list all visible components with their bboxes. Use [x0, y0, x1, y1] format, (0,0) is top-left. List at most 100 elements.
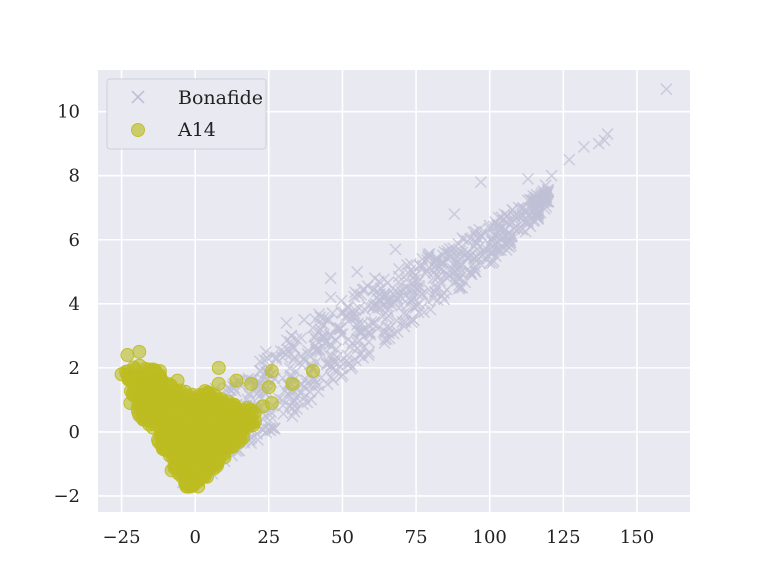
series-a14: [114, 344, 321, 494]
bonafide-point: [660, 83, 673, 96]
a14-point: [285, 376, 300, 391]
bonafide-point: [335, 370, 348, 383]
bonafide-point: [392, 276, 405, 289]
bonafide-point: [368, 316, 381, 329]
bonafide-point: [499, 224, 512, 237]
bonafide-point: [358, 341, 371, 354]
bonafide-point: [475, 230, 488, 243]
a14-point: [158, 419, 173, 434]
bonafide-point: [285, 329, 298, 342]
bonafide-point: [325, 371, 338, 384]
bonafide-point: [309, 340, 322, 353]
bonafide-point: [512, 201, 525, 214]
bonafide-point: [451, 272, 464, 285]
bonafide-point: [418, 306, 431, 319]
a14-point: [183, 397, 198, 412]
bonafide-point: [389, 243, 402, 256]
bonafide-point: [577, 140, 591, 153]
bonafide-point: [352, 288, 365, 301]
bonafide-point: [229, 385, 242, 398]
bonafide-point: [289, 365, 302, 378]
bonafide-point: [504, 236, 517, 249]
x-tick-label: −25: [103, 527, 141, 548]
bonafide-point: [469, 265, 482, 278]
y-tick-label: 6: [69, 230, 80, 251]
x-tick-label: 125: [546, 527, 580, 548]
bonafide-point: [332, 322, 345, 335]
bonafide-point: [323, 338, 336, 351]
bonafide-point: [326, 350, 339, 363]
bonafide-point: [387, 327, 400, 340]
bonafide-point: [506, 229, 519, 242]
bonafide-point: [442, 268, 455, 281]
bonafide-point: [324, 272, 337, 285]
bonafide-point: [422, 248, 435, 261]
bonafide-point: [295, 332, 308, 345]
a14-point: [217, 450, 232, 465]
bonafide-point: [434, 274, 447, 287]
a14-point: [164, 463, 179, 478]
bonafide-point: [322, 313, 335, 326]
bonafide-point: [367, 284, 380, 297]
bonafide-point: [293, 356, 306, 369]
bonafide-point: [454, 272, 467, 285]
y-tick-label: 8: [69, 166, 80, 187]
legend-label-a14: A14: [177, 119, 216, 141]
a14-point: [151, 432, 166, 447]
a14-point: [179, 479, 194, 494]
x-tick-label: 75: [405, 527, 428, 548]
bonafide-point: [400, 281, 413, 294]
tick-labels: −25 0 25 50 75 100 125 150 −2 0 2 4 6 8 10: [53, 102, 654, 548]
bonafide-point: [531, 212, 544, 225]
bonafide-point: [392, 286, 405, 299]
a14-point: [158, 384, 173, 399]
bonafide-point: [253, 355, 267, 368]
x-tick-label: 150: [620, 527, 654, 548]
bonafide-point: [334, 328, 347, 341]
bonafide-point: [422, 251, 435, 264]
legend-box: [106, 78, 267, 150]
a14-point: [123, 396, 138, 411]
bonafide-point: [344, 340, 357, 353]
bonafide-point: [357, 351, 370, 364]
a14-point: [204, 447, 219, 462]
bonafide-point: [287, 353, 300, 366]
a14-point: [132, 344, 147, 359]
bonafide-point: [430, 253, 443, 266]
a14-point: [152, 364, 167, 379]
bonafide-point: [601, 128, 614, 141]
bonafide-point: [459, 249, 472, 262]
a14-point: [170, 373, 185, 388]
bonafide-point: [283, 362, 296, 375]
bonafide-point: [489, 216, 502, 229]
bonafide-point: [563, 153, 576, 166]
legend-marker-bonafide: [131, 90, 145, 104]
bonafide-point: [474, 176, 487, 189]
bonafide-point: [346, 360, 359, 373]
bonafide-point: [310, 343, 323, 356]
bonafide-point: [539, 179, 552, 192]
a14-point: [181, 423, 196, 438]
bonafide-point: [263, 414, 276, 427]
bonafide-point: [341, 300, 354, 313]
bonafide-point: [364, 328, 377, 341]
bonafide-point: [505, 215, 518, 228]
bonafide-point: [429, 281, 442, 294]
x-tick-label: 100: [473, 527, 507, 548]
bonafide-point: [456, 281, 469, 294]
bonafide-point: [516, 214, 529, 227]
bonafide-point: [545, 169, 558, 182]
bonafide-point: [351, 265, 364, 278]
bonafide-point: [277, 407, 290, 420]
bonafide-point: [359, 304, 372, 317]
a14-point: [199, 469, 214, 484]
bonafide-point: [419, 267, 432, 280]
bonafide-point: [296, 398, 309, 411]
bonafide-point: [324, 291, 337, 304]
y-tick-label: 0: [69, 422, 80, 443]
bonafide-point: [243, 389, 256, 402]
legend-label-bonafide: Bonafide: [178, 87, 263, 109]
bonafide-point: [288, 395, 301, 408]
bonafide-point: [283, 389, 296, 402]
